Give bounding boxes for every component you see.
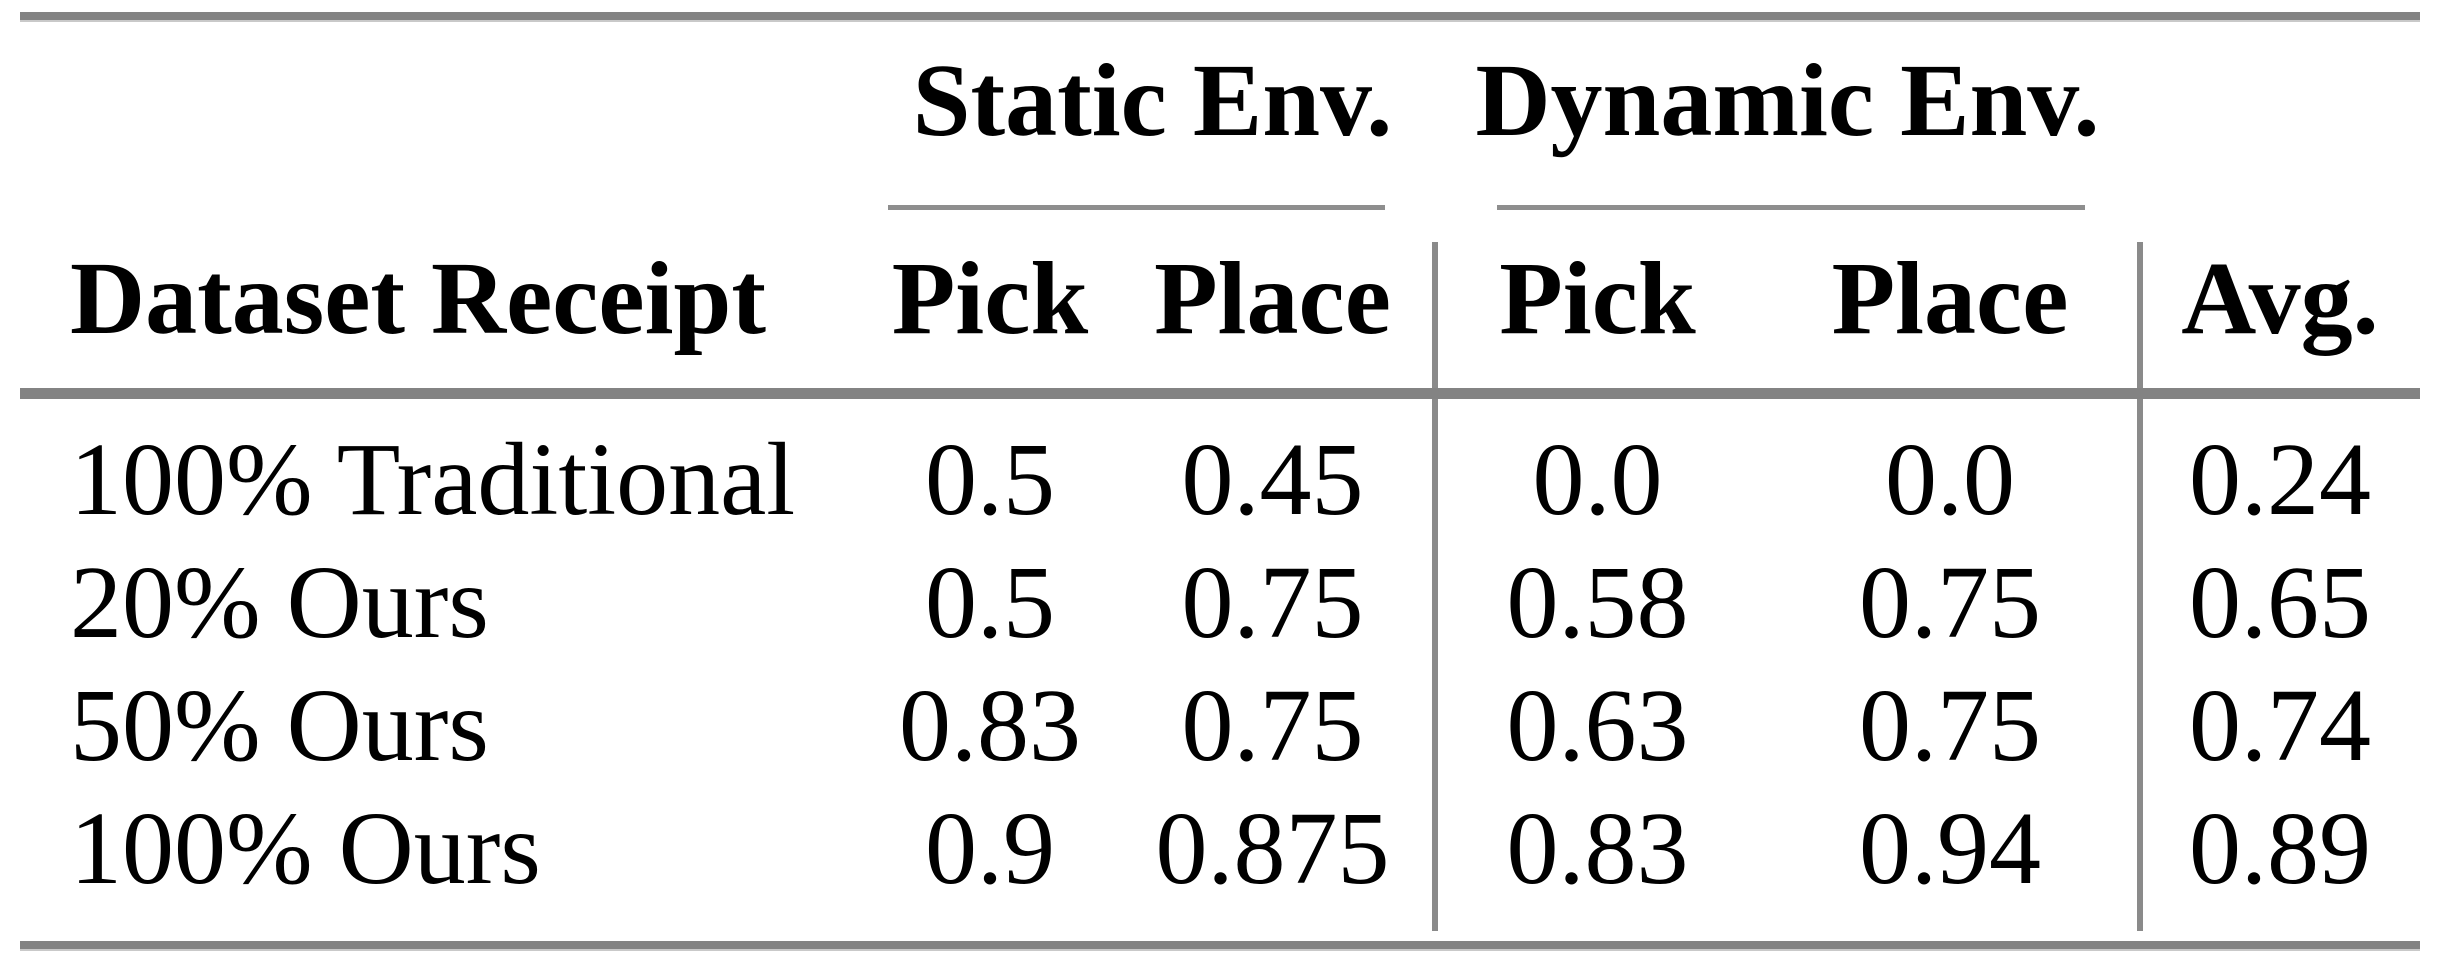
- table-cell-static-pick: 0.5: [925, 421, 1055, 537]
- row-label: 100% Traditional: [70, 421, 796, 537]
- static-env-cmidrule: [888, 205, 1385, 210]
- row-label: 20% Ours: [70, 544, 489, 660]
- table-cell-static-place: 0.75: [1181, 544, 1364, 660]
- vertical-rule-dynamic-avg-body: [2137, 399, 2143, 931]
- table-row-100pct-ours: 100% Ours 0.9 0.875 0.83 0.94 0.89: [20, 787, 2420, 910]
- column-group-static-env: Static Env.: [870, 22, 1435, 210]
- column-group-header-row: Static Env. Dynamic Env.: [20, 22, 2420, 210]
- results-table: Static Env. Dynamic Env. Dataset Receipt…: [20, 12, 2420, 951]
- table-cell-avg: 0.89: [2189, 790, 2371, 906]
- column-header-dataset-receipt: Dataset Receipt: [70, 241, 766, 356]
- column-header-static-pick: Pick: [891, 241, 1089, 356]
- table-cell-avg: 0.65: [2189, 544, 2371, 660]
- table-row-50pct-ours: 50% Ours 0.83 0.75 0.63 0.75 0.74: [20, 664, 2420, 787]
- column-group-static-env-label: Static Env.: [912, 43, 1393, 158]
- table-cell-dynamic-pick: 0.63: [1506, 667, 1689, 783]
- dynamic-env-cmidrule: [1497, 205, 2085, 210]
- table-mid-rule: [20, 388, 2420, 399]
- table-cell-static-pick: 0.5: [925, 544, 1055, 660]
- column-header-row: Dataset Receipt Pick Place Pick Place Av…: [20, 210, 2420, 388]
- table-cell-static-pick: 0.83: [899, 667, 1081, 783]
- vertical-rule-dynamic-avg-header: [2137, 242, 2143, 388]
- table-cell-avg: 0.24: [2189, 421, 2371, 537]
- table-body: 100% Traditional 0.5 0.45 0.0 0.0 0.24 2…: [20, 418, 2420, 910]
- row-label: 100% Ours: [70, 790, 541, 906]
- row-label: 50% Ours: [70, 667, 489, 783]
- vertical-rule-static-dynamic-body: [1432, 399, 1438, 931]
- table-cell-dynamic-pick: 0.58: [1506, 544, 1689, 660]
- column-header-avg: Avg.: [2181, 241, 2379, 356]
- table-top-rule: [20, 12, 2420, 22]
- table-cell-static-pick: 0.9: [925, 790, 1055, 906]
- table-cell-dynamic-pick: 0.0: [1532, 421, 1663, 537]
- column-header-dynamic-pick: Pick: [1499, 241, 1696, 356]
- table-cell-static-place: 0.875: [1155, 790, 1390, 906]
- table-row-100pct-traditional: 100% Traditional 0.5 0.45 0.0 0.0 0.24: [20, 418, 2420, 541]
- table-cell-dynamic-pick: 0.83: [1506, 790, 1689, 906]
- table-cell-static-place: 0.45: [1181, 421, 1364, 537]
- column-group-dynamic-env: Dynamic Env.: [1435, 22, 2140, 210]
- vertical-rule-static-dynamic-header: [1432, 242, 1438, 388]
- column-header-static-place: Place: [1154, 241, 1391, 356]
- table-bottom-rule: [20, 941, 2420, 951]
- table-cell-avg: 0.74: [2189, 667, 2371, 783]
- table-cell-dynamic-place: 0.75: [1859, 544, 2041, 660]
- table-cell-dynamic-place: 0.75: [1859, 667, 2041, 783]
- table-cell-static-place: 0.75: [1181, 667, 1364, 783]
- table-row-20pct-ours: 20% Ours 0.5 0.75 0.58 0.75 0.65: [20, 541, 2420, 664]
- table-cell-dynamic-place: 0.94: [1859, 790, 2041, 906]
- table-cell-dynamic-place: 0.0: [1885, 421, 2015, 537]
- column-header-dynamic-place: Place: [1831, 241, 2069, 356]
- column-group-dynamic-env-label: Dynamic Env.: [1475, 43, 2100, 158]
